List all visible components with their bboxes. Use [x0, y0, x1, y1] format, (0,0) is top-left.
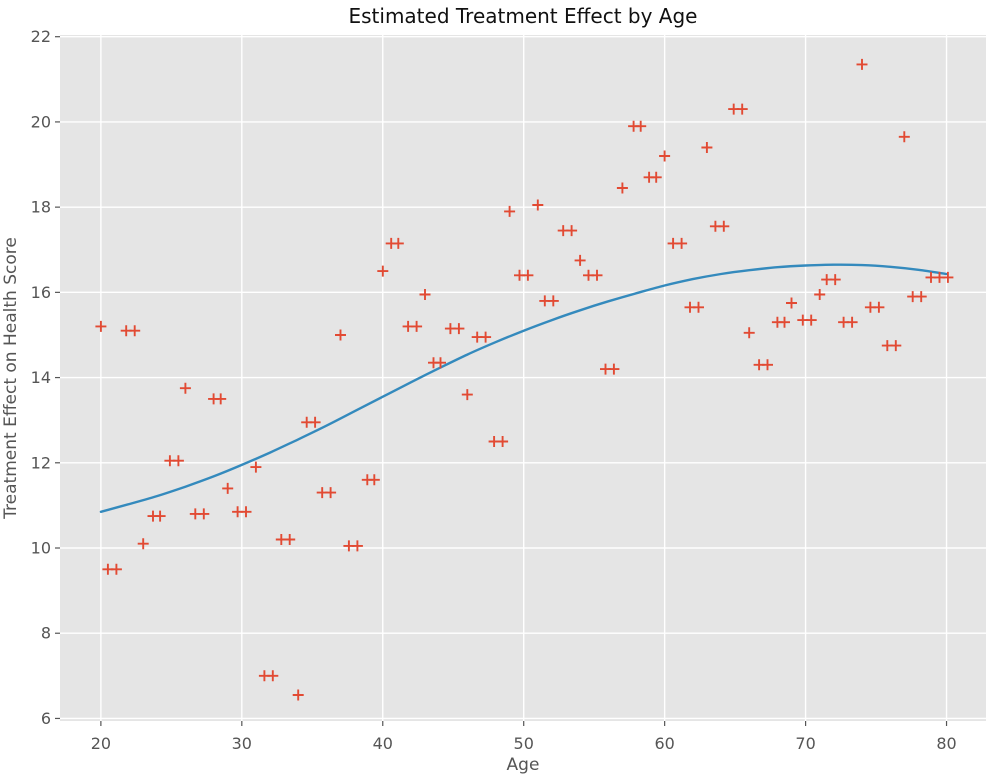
data-point — [873, 301, 885, 313]
x-tick-label: 20 — [91, 734, 111, 753]
y-tick-label: 16 — [31, 283, 51, 302]
data-point — [198, 508, 210, 520]
chart-title: Estimated Treatment Effect by Age — [348, 4, 697, 28]
gridlines — [60, 35, 986, 721]
y-tick-label: 12 — [31, 453, 51, 472]
x-axis-label: Age — [507, 755, 540, 775]
data-point — [736, 103, 748, 115]
data-point — [547, 295, 559, 307]
data-point — [846, 316, 858, 328]
data-point — [284, 534, 296, 545]
data-point — [179, 382, 191, 394]
y-tick-label: 18 — [31, 198, 51, 217]
data-point — [650, 171, 662, 183]
data-point — [435, 357, 446, 369]
x-axis-ticks: 20 30 40 50 60 70 80 — [91, 721, 957, 753]
data-point — [718, 220, 730, 232]
data-point — [693, 301, 704, 313]
data-point — [786, 297, 797, 309]
data-point — [898, 131, 910, 143]
data-point — [856, 58, 868, 70]
data-point — [419, 289, 431, 300]
x-tick-label: 50 — [514, 734, 534, 753]
data-point — [701, 142, 713, 153]
data-point — [461, 389, 473, 401]
data-point — [635, 120, 647, 132]
y-axis-ticks: 6 8 10 12 14 16 18 20 22 — [31, 27, 60, 728]
data-point — [616, 182, 628, 194]
data-point — [915, 291, 927, 303]
data-point — [309, 416, 321, 428]
data-point — [411, 320, 423, 332]
data-point — [351, 540, 363, 552]
data-point — [368, 474, 380, 486]
data-point — [453, 323, 465, 335]
trend-line — [99, 263, 948, 513]
data-point — [377, 265, 389, 277]
y-tick-label: 20 — [31, 112, 51, 131]
data-point — [890, 340, 902, 352]
data-point — [480, 331, 492, 343]
data-point — [154, 510, 166, 522]
data-point — [215, 393, 227, 405]
data-point — [95, 320, 107, 332]
trend-path — [99, 263, 948, 513]
data-point — [814, 289, 826, 300]
data-point — [659, 150, 671, 162]
data-point — [222, 482, 234, 494]
data-point — [566, 225, 578, 237]
data-point — [574, 254, 586, 266]
data-point — [137, 538, 149, 550]
data-point — [240, 506, 252, 518]
x-tick-label: 60 — [654, 734, 674, 753]
y-tick-label: 8 — [41, 624, 51, 643]
data-point — [743, 327, 755, 339]
data-point — [591, 269, 603, 281]
y-tick-label: 22 — [31, 27, 51, 46]
data-point — [497, 436, 509, 447]
data-point — [172, 455, 184, 467]
x-tick-label: 70 — [795, 734, 815, 753]
data-point — [942, 271, 954, 283]
data-point — [335, 329, 346, 341]
data-point — [504, 205, 516, 217]
data-point — [392, 237, 404, 249]
x-tick-label: 40 — [373, 734, 393, 753]
x-tick-label: 80 — [936, 734, 956, 753]
data-point — [532, 199, 544, 211]
data-point — [110, 563, 122, 575]
x-tick-label: 30 — [232, 734, 252, 753]
data-point — [522, 269, 534, 281]
data-point — [829, 274, 841, 286]
data-point — [250, 461, 262, 473]
data-point — [762, 359, 773, 371]
data-point — [267, 670, 279, 682]
y-tick-label: 10 — [31, 539, 51, 558]
y-tick-label: 14 — [31, 368, 51, 387]
data-point — [676, 237, 688, 249]
data-point — [129, 325, 141, 337]
data-point — [779, 316, 790, 328]
y-tick-label: 6 — [41, 709, 51, 728]
data-point — [325, 487, 337, 499]
data-point — [292, 689, 304, 701]
scatter-points — [95, 58, 954, 701]
y-axis-label: Treatment Effect on Health Score — [1, 237, 21, 520]
data-point — [805, 314, 817, 326]
data-point — [608, 363, 620, 375]
